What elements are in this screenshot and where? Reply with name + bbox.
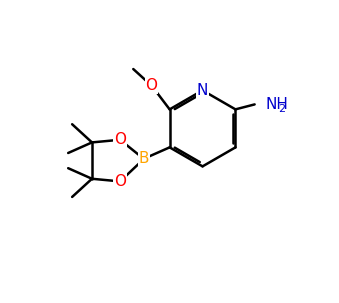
Text: O: O	[114, 132, 126, 147]
Text: N: N	[197, 83, 208, 98]
Text: NH: NH	[265, 97, 288, 112]
Text: O: O	[114, 174, 126, 189]
Text: 2: 2	[278, 104, 285, 114]
Text: O: O	[145, 78, 157, 93]
Text: B: B	[139, 152, 149, 166]
